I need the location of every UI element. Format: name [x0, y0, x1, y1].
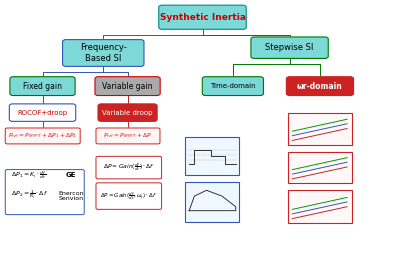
FancyBboxPatch shape	[288, 113, 352, 145]
FancyBboxPatch shape	[251, 37, 328, 59]
Text: Time-domain: Time-domain	[210, 83, 256, 89]
Text: Frequency-
Based SI: Frequency- Based SI	[80, 43, 127, 63]
FancyBboxPatch shape	[96, 128, 160, 144]
Text: $P_{ref}=P_{MPPT}+\Delta P$: $P_{ref}=P_{MPPT}+\Delta P$	[103, 131, 152, 140]
Text: Stepwise SI: Stepwise SI	[265, 43, 314, 52]
FancyBboxPatch shape	[9, 104, 76, 121]
FancyBboxPatch shape	[185, 182, 239, 222]
Text: $\Delta P_2 = \frac{1}{R_i} \cdot \Delta f$: $\Delta P_2 = \frac{1}{R_i} \cdot \Delta…	[11, 188, 48, 201]
Text: Enercon
Senvion: Enercon Senvion	[58, 191, 84, 201]
Text: ROCOF+droop: ROCOF+droop	[17, 110, 68, 116]
FancyBboxPatch shape	[288, 152, 352, 183]
Text: Synthetic Inertia: Synthetic Inertia	[160, 13, 245, 22]
FancyBboxPatch shape	[288, 190, 352, 223]
FancyBboxPatch shape	[5, 170, 84, 215]
FancyBboxPatch shape	[202, 77, 263, 95]
FancyBboxPatch shape	[95, 77, 160, 95]
Text: GE: GE	[66, 172, 76, 178]
Text: $\Delta P = Gain(\frac{df}{dt}, \omega_r) \cdot \Delta f$: $\Delta P = Gain(\frac{df}{dt}, \omega_r…	[100, 190, 157, 202]
Text: $\Delta P = Gain(\frac{df}{dt}) \cdot \Delta f$: $\Delta P = Gain(\frac{df}{dt}) \cdot \D…	[103, 162, 155, 173]
FancyBboxPatch shape	[62, 39, 144, 66]
FancyBboxPatch shape	[159, 5, 246, 29]
FancyBboxPatch shape	[96, 183, 162, 209]
FancyBboxPatch shape	[98, 104, 157, 121]
FancyBboxPatch shape	[10, 77, 75, 95]
FancyBboxPatch shape	[286, 77, 354, 95]
FancyBboxPatch shape	[96, 156, 162, 179]
Text: Variable gain: Variable gain	[102, 82, 153, 91]
Text: $\Delta P_1 = K_i \cdot \frac{df}{dt}$: $\Delta P_1 = K_i \cdot \frac{df}{dt}$	[11, 169, 47, 181]
FancyBboxPatch shape	[5, 128, 80, 144]
Text: $P_{ref}=P_{MPPT}+\Delta P_1+\Delta P_2$: $P_{ref}=P_{MPPT}+\Delta P_1+\Delta P_2$	[8, 131, 77, 140]
Text: ωr-domain: ωr-domain	[297, 82, 343, 91]
Text: Variable droop: Variable droop	[102, 110, 153, 116]
Text: Fixed gain: Fixed gain	[23, 82, 62, 91]
FancyBboxPatch shape	[185, 137, 239, 175]
